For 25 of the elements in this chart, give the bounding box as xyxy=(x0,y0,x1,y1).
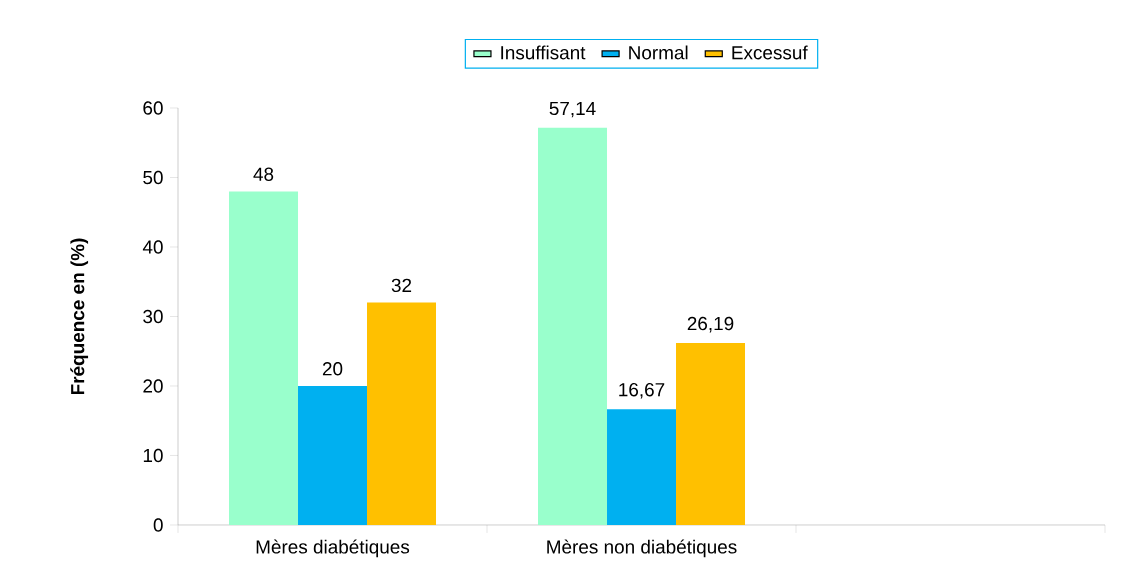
data-label: 16,67 xyxy=(619,382,665,399)
y-tick-label: 40 xyxy=(142,240,163,254)
y-tick-label: 50 xyxy=(143,170,163,185)
y-tick-label: 30 xyxy=(143,309,163,324)
bar xyxy=(298,385,368,525)
bar xyxy=(607,409,677,525)
legend-label: Normal xyxy=(629,45,688,60)
data-label: 32 xyxy=(391,278,412,293)
y-axis-title: Fréquence en (%) xyxy=(70,238,89,395)
y-tick-label: 60 xyxy=(143,101,163,115)
legend-label: Insuffisant xyxy=(501,45,586,60)
bar xyxy=(676,342,746,525)
x-tick-label: Mères non diabétiques xyxy=(547,539,737,558)
x-tick-label: Mères diabétiques xyxy=(256,539,410,558)
bar xyxy=(538,127,608,525)
data-label: 26,19 xyxy=(687,316,734,333)
data-label: 57,14 xyxy=(549,101,596,118)
bar xyxy=(229,191,299,525)
y-tick-label: 20 xyxy=(143,379,163,393)
y-tick-label: 10 xyxy=(143,448,163,463)
data-label: 48 xyxy=(253,167,274,181)
bar xyxy=(367,302,437,525)
legend-label: Excessuf xyxy=(732,45,808,60)
y-tick-label: 0 xyxy=(153,518,163,532)
data-label: 20 xyxy=(322,362,343,376)
